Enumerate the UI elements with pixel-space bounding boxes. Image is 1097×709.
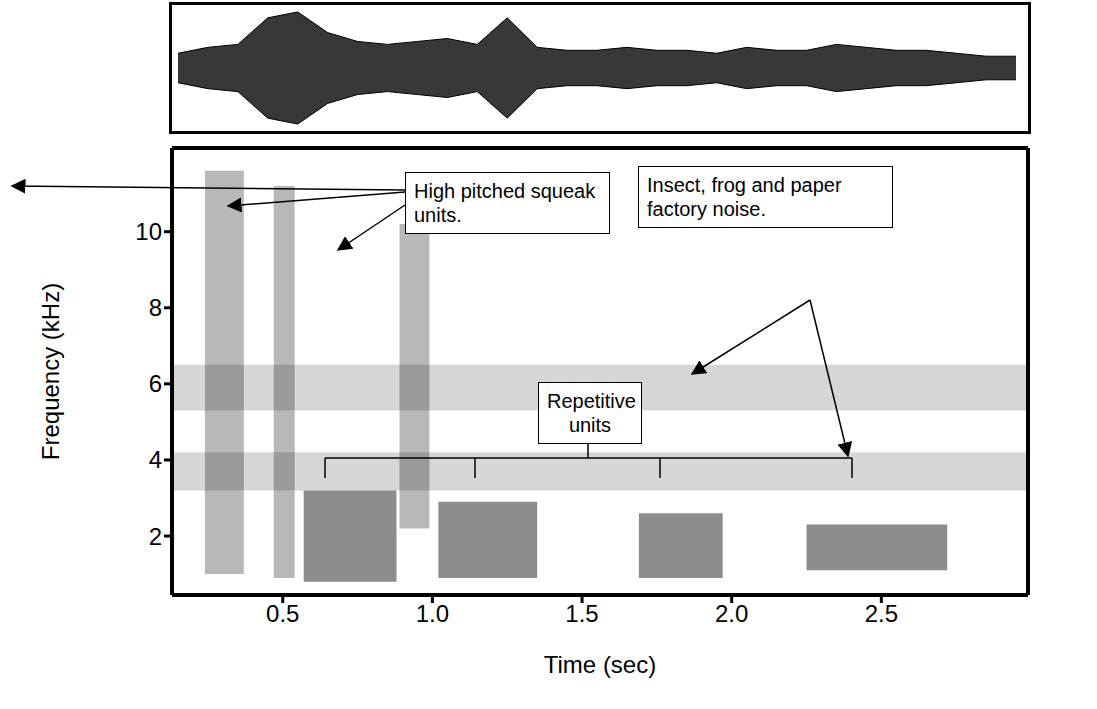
svg-text:10: 10 bbox=[135, 218, 162, 245]
svg-text:2: 2 bbox=[149, 523, 162, 550]
svg-text:1.5: 1.5 bbox=[565, 600, 598, 627]
svg-text:8: 8 bbox=[149, 294, 162, 321]
html-text:Repetitive units: Repetitive units bbox=[547, 390, 636, 436]
html-text:High pitched squeak units.: High pitched squeak units. bbox=[414, 180, 596, 226]
svg-text:2.5: 2.5 bbox=[865, 600, 898, 627]
svg-text:2.0: 2.0 bbox=[715, 600, 748, 627]
svg-text:0.5: 0.5 bbox=[266, 600, 299, 627]
svg-text:6: 6 bbox=[149, 370, 162, 397]
svg-text:4: 4 bbox=[149, 446, 162, 473]
svg-text:Frequency (kHz): Frequency (kHz) bbox=[37, 283, 64, 460]
svg-text:Time (sec): Time (sec) bbox=[544, 651, 656, 678]
html-text:Insect, frog and paper factory: Insect, frog and paper factory noise. bbox=[647, 174, 842, 220]
svg-text:1.0: 1.0 bbox=[416, 600, 449, 627]
